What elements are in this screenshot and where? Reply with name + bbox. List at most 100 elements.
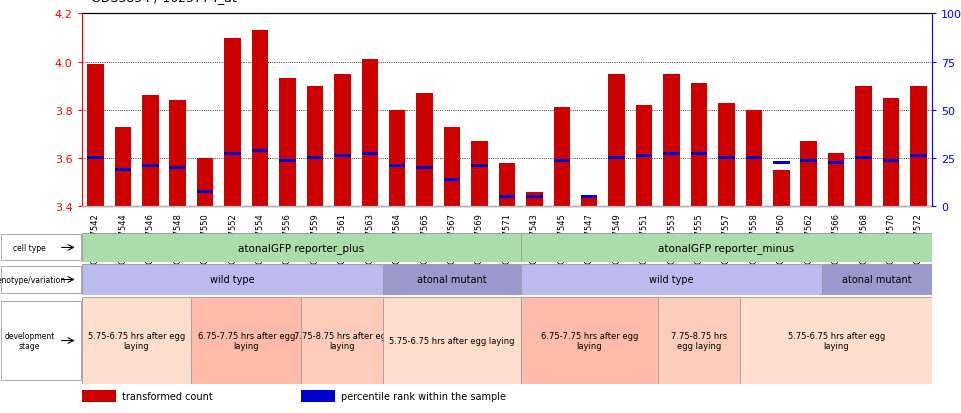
Bar — [658, 206, 685, 208]
Bar — [274, 206, 301, 208]
Text: 5.75-6.75 hrs after egg
laying: 5.75-6.75 hrs after egg laying — [787, 331, 885, 350]
Bar — [87, 65, 104, 206]
Bar — [252, 31, 268, 206]
Bar — [554, 108, 570, 206]
FancyBboxPatch shape — [1, 266, 81, 294]
FancyBboxPatch shape — [1, 235, 81, 261]
Text: 7.75-8.75 hrs after egg
laying: 7.75-8.75 hrs after egg laying — [294, 331, 391, 350]
FancyBboxPatch shape — [191, 297, 301, 384]
Bar — [855, 157, 872, 160]
Bar — [197, 159, 213, 206]
Text: 6.75-7.75 hrs after egg
laying: 6.75-7.75 hrs after egg laying — [540, 331, 638, 350]
Bar — [416, 94, 432, 206]
Bar — [280, 79, 296, 206]
Bar — [191, 206, 219, 208]
Bar — [334, 154, 351, 157]
FancyBboxPatch shape — [521, 297, 658, 384]
Bar — [471, 164, 488, 167]
Bar — [499, 195, 515, 198]
Bar — [581, 195, 598, 198]
Text: atonal mutant: atonal mutant — [843, 275, 912, 285]
Text: 5.75-6.75 hrs after egg laying: 5.75-6.75 hrs after egg laying — [389, 336, 515, 345]
Bar — [630, 206, 658, 208]
Bar — [334, 74, 351, 206]
Text: cell type: cell type — [13, 243, 46, 252]
Bar — [526, 192, 543, 206]
FancyBboxPatch shape — [383, 297, 521, 384]
Bar — [110, 206, 136, 208]
Bar — [718, 157, 734, 160]
Bar — [828, 154, 845, 206]
Text: wild type: wild type — [210, 275, 255, 285]
Text: 6.75-7.75 hrs after egg
laying: 6.75-7.75 hrs after egg laying — [198, 331, 295, 350]
Bar — [444, 179, 460, 182]
Bar — [691, 152, 707, 155]
Bar — [142, 164, 159, 167]
FancyBboxPatch shape — [521, 233, 932, 262]
Bar — [554, 159, 570, 162]
Bar — [499, 163, 515, 206]
Bar — [361, 152, 378, 155]
Bar — [444, 127, 460, 206]
Bar — [197, 191, 213, 194]
Bar — [466, 206, 493, 208]
Bar — [603, 206, 630, 208]
Text: atonal mutant: atonal mutant — [417, 275, 487, 285]
Bar — [746, 110, 762, 206]
Text: genotype/variation: genotype/variation — [0, 275, 66, 284]
Bar — [411, 206, 438, 208]
Bar — [169, 101, 185, 206]
Bar — [246, 206, 274, 208]
FancyBboxPatch shape — [82, 233, 521, 262]
Bar — [773, 162, 790, 165]
Bar — [608, 157, 625, 160]
Bar — [740, 206, 768, 208]
Bar — [718, 103, 734, 206]
Bar — [636, 106, 653, 206]
Bar — [768, 206, 795, 208]
Bar — [307, 86, 323, 206]
FancyBboxPatch shape — [82, 297, 191, 384]
Bar — [910, 154, 926, 157]
Bar — [416, 167, 432, 169]
Bar — [389, 110, 406, 206]
Bar — [252, 150, 268, 153]
Text: 7.75-8.75 hrs
egg laying: 7.75-8.75 hrs egg laying — [671, 331, 727, 350]
Bar — [493, 206, 521, 208]
Bar — [910, 86, 926, 206]
Bar — [471, 142, 488, 206]
FancyBboxPatch shape — [658, 297, 740, 384]
Bar — [280, 159, 296, 162]
Bar — [576, 206, 603, 208]
Bar — [663, 74, 679, 206]
Bar — [883, 159, 899, 162]
Text: transformed count: transformed count — [122, 392, 212, 401]
Bar — [307, 157, 323, 160]
FancyBboxPatch shape — [1, 301, 81, 380]
FancyBboxPatch shape — [521, 264, 823, 295]
Bar — [828, 162, 845, 165]
Bar — [746, 157, 762, 160]
Bar — [383, 206, 411, 208]
Bar — [685, 206, 713, 208]
Bar — [521, 206, 548, 208]
Bar — [691, 84, 707, 206]
FancyBboxPatch shape — [823, 264, 932, 295]
Bar — [773, 171, 790, 206]
Bar — [219, 206, 246, 208]
Bar — [224, 38, 241, 206]
Bar — [855, 86, 872, 206]
Bar — [526, 195, 543, 198]
Bar — [136, 206, 164, 208]
Text: 5.75-6.75 hrs after egg
laying: 5.75-6.75 hrs after egg laying — [87, 331, 185, 350]
Bar — [823, 206, 850, 208]
Bar — [663, 152, 679, 155]
Bar — [581, 197, 598, 206]
Bar — [713, 206, 740, 208]
Bar — [301, 206, 329, 208]
Bar — [169, 167, 185, 169]
Bar — [114, 127, 131, 206]
Text: percentile rank within the sample: percentile rank within the sample — [341, 392, 506, 401]
FancyBboxPatch shape — [740, 297, 932, 384]
FancyBboxPatch shape — [301, 297, 383, 384]
